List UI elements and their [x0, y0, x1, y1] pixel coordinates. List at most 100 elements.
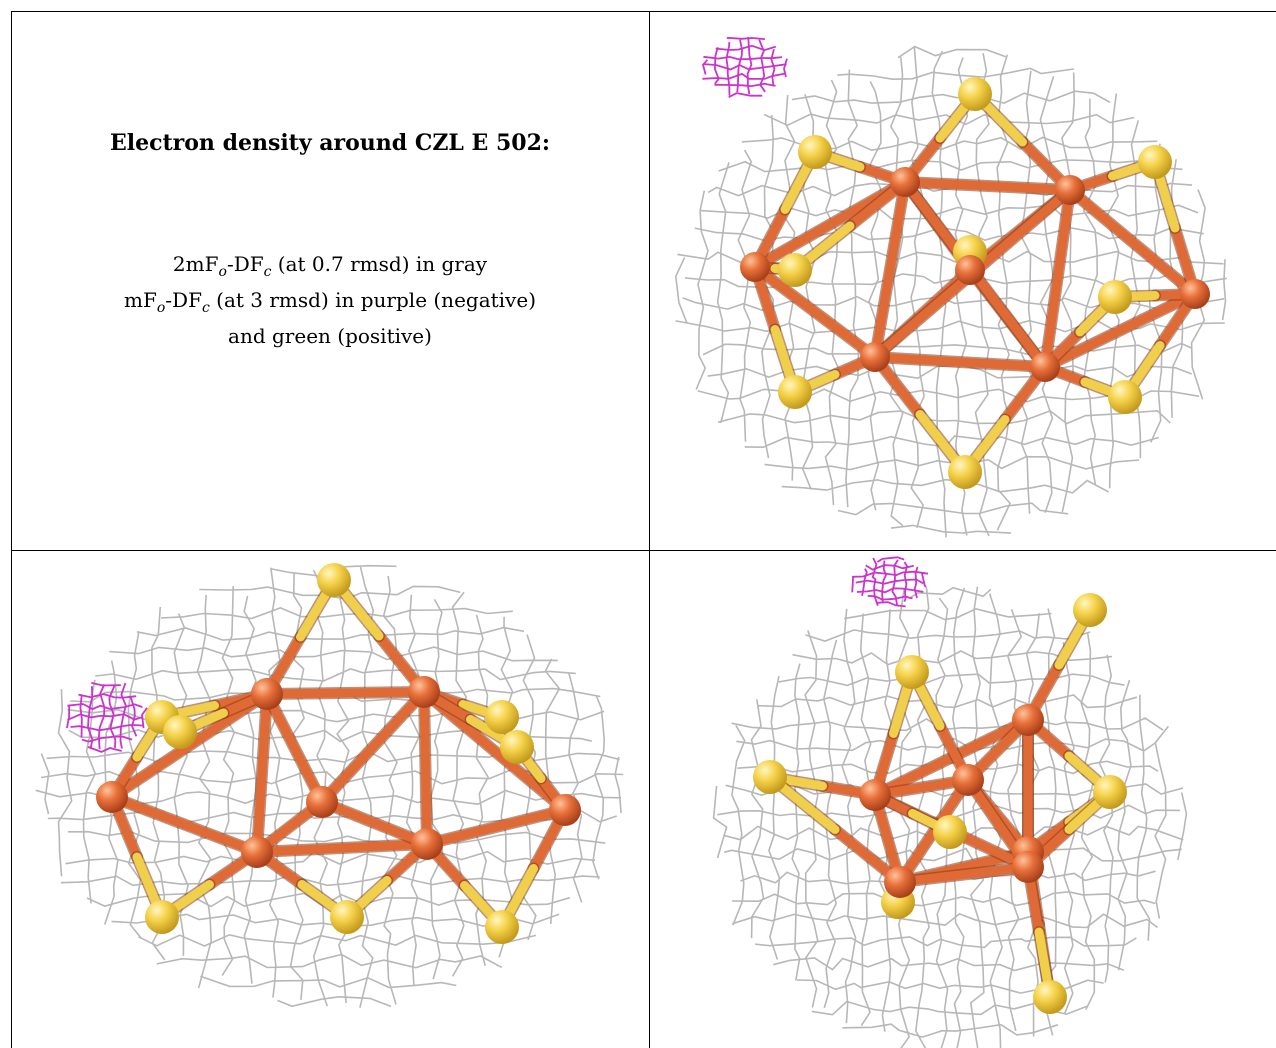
- mesh-line: [277, 995, 392, 1008]
- mesh-line: [728, 92, 763, 99]
- mesh-line: [842, 1023, 1059, 1038]
- legend-subscript: c: [201, 300, 210, 316]
- sulfur-atom: [933, 815, 967, 849]
- sulfur-atom: [163, 715, 197, 749]
- sulfur-atom: [145, 900, 179, 934]
- mesh-line: [703, 55, 783, 61]
- mesh-line: [200, 975, 457, 989]
- mesh-line: [725, 41, 731, 96]
- mesh-line: [837, 502, 1069, 516]
- cluster-render: [712, 556, 1188, 1048]
- sulfur-atom: [1033, 980, 1067, 1014]
- mesh-line: [429, 599, 444, 980]
- mesh-line: [855, 578, 924, 585]
- sulfur-atom: [1098, 280, 1132, 314]
- mesh-line: [1177, 792, 1188, 861]
- mesh-line: [737, 149, 753, 442]
- legend-line-gray: 2mFo-DFc (at 0.7 rmsd) in gray: [12, 250, 648, 286]
- iron-atom: [241, 836, 273, 868]
- mesh-line: [908, 586, 992, 600]
- mesh-line: [758, 694, 1138, 709]
- sulfur-atom: [485, 700, 519, 734]
- mesh-line: [109, 646, 558, 662]
- iron-atom: [1012, 851, 1044, 883]
- mesh-line: [783, 58, 788, 78]
- mesh-line: [1117, 679, 1132, 971]
- legend-line-green: and green (positive): [228, 324, 432, 348]
- iron-atom: [955, 255, 985, 285]
- mesh-line: [79, 694, 83, 738]
- grid-line-left: [11, 11, 12, 1048]
- bond: [1040, 289, 1200, 372]
- cluster-view-top-right: [650, 12, 1276, 550]
- cluster-render: [674, 36, 1227, 538]
- mesh-line: [57, 689, 73, 877]
- mesh-line: [822, 639, 838, 1009]
- mesh-line: [108, 684, 117, 748]
- mesh-line: [845, 69, 860, 508]
- mesh-line: [127, 631, 143, 940]
- sulfur-atom: [1093, 775, 1127, 809]
- mesh-line: [220, 586, 236, 976]
- sulfur-atom: [753, 760, 787, 794]
- iron-atom: [306, 786, 338, 818]
- mesh-line: [768, 675, 781, 960]
- bond: [1065, 185, 1200, 299]
- mesh-line: [138, 933, 537, 947]
- mesh-line: [841, 608, 857, 1024]
- caption-panel: Electron density around CZL E 502: 2mFo-…: [12, 12, 648, 550]
- bond: [419, 687, 432, 849]
- mesh-line: [82, 679, 97, 904]
- sulfur-atom: [958, 77, 992, 111]
- mesh-line: [87, 746, 122, 753]
- mesh-line: [731, 725, 746, 926]
- caption-title: Electron density around CZL E 502:: [109, 130, 551, 156]
- caption-legend: 2mFo-DFc (at 0.7 rmsd) in gray mFo-DFc (…: [12, 250, 648, 350]
- iron-atom: [859, 779, 891, 811]
- mesh-line: [119, 682, 127, 749]
- legend-text: (at 0.7 rmsd) in gray: [271, 252, 488, 276]
- bond: [870, 352, 1050, 372]
- bond: [262, 687, 429, 699]
- mesh-line: [81, 735, 133, 743]
- mesh-line: [791, 90, 1111, 104]
- sulfur-atom: [1108, 380, 1142, 414]
- mesh-line: [40, 753, 50, 815]
- mesh-line: [1080, 632, 1096, 1011]
- mesh-line: [451, 591, 468, 977]
- iron-atom: [1180, 279, 1210, 309]
- mesh-line: [731, 717, 1164, 732]
- mesh-line: [843, 608, 1052, 621]
- mesh-line: [65, 850, 596, 867]
- mesh-line: [87, 686, 94, 750]
- legend-subscript: o: [156, 300, 166, 316]
- mesh-line: [713, 47, 720, 85]
- sulfur-atom: [778, 375, 812, 409]
- mesh-line: [876, 556, 905, 563]
- iron-atom: [251, 678, 283, 710]
- mesh-line: [405, 594, 422, 986]
- iron-atom: [890, 167, 920, 197]
- mesh-line: [951, 587, 967, 1048]
- grid-line-center: [649, 11, 650, 1048]
- mesh-line: [156, 953, 503, 969]
- iron-atom: [408, 676, 440, 708]
- mesh-line: [674, 257, 688, 324]
- mesh-line: [792, 650, 1113, 666]
- mesh-line: [773, 957, 1125, 972]
- legend-text: -DF: [165, 288, 202, 312]
- difference-density-mesh: [66, 682, 148, 753]
- iron-atom: [884, 866, 916, 898]
- mesh-line: [750, 699, 765, 939]
- sulfur-atom: [948, 455, 982, 489]
- mesh-line: [1221, 259, 1227, 321]
- sulfur-atom: [485, 910, 519, 944]
- legend-text: -DF: [226, 252, 264, 276]
- difference-density-mesh: [702, 36, 788, 99]
- bond: [252, 839, 432, 857]
- mesh-line: [824, 79, 840, 506]
- mesh-line: [78, 693, 137, 699]
- mesh-line: [91, 682, 121, 687]
- mesh-line: [714, 82, 776, 88]
- iron-atom: [1012, 704, 1044, 736]
